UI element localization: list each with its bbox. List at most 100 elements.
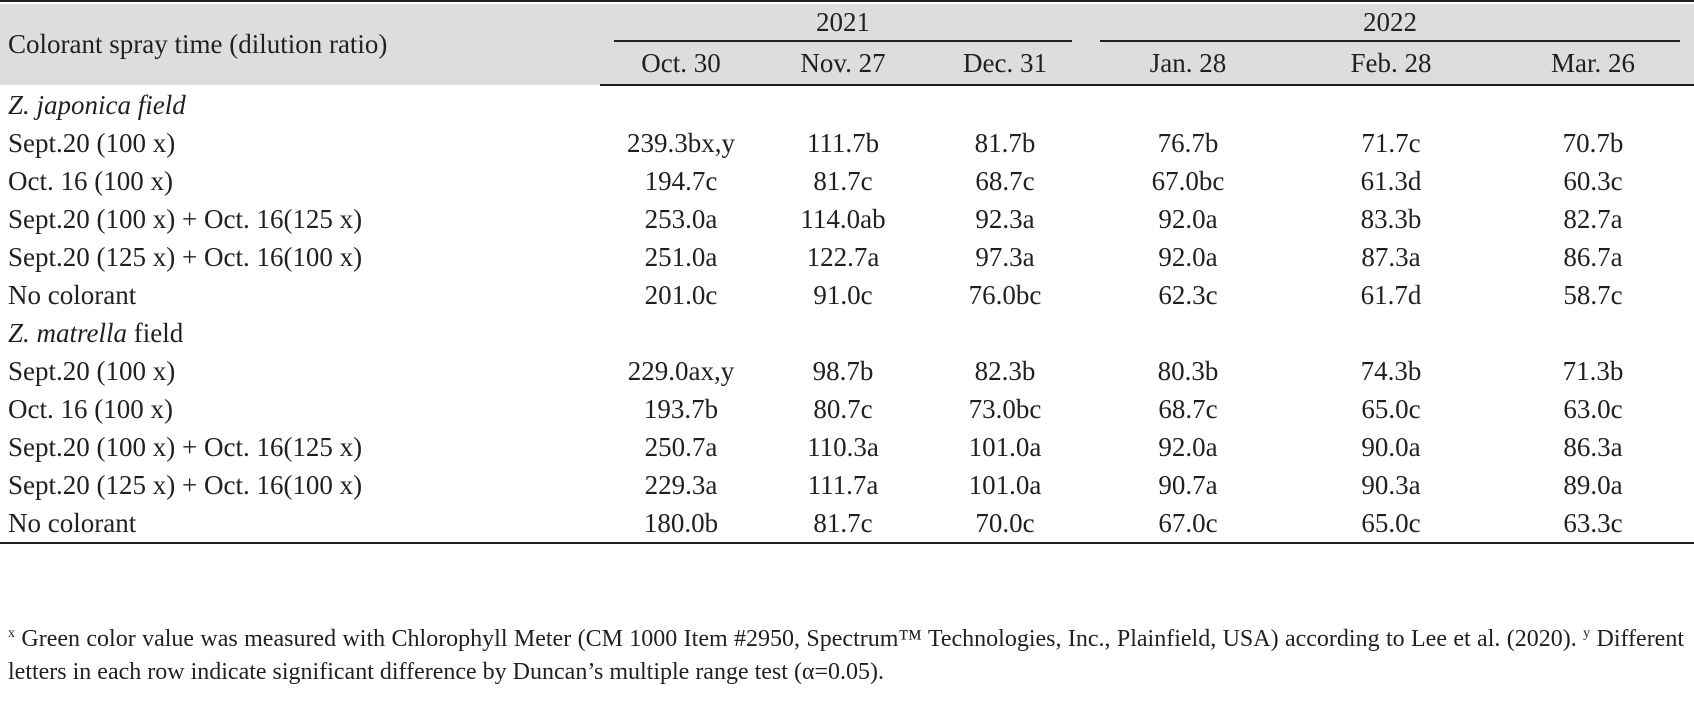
table-cell: 80.7c xyxy=(813,393,873,424)
table-cell: 58.7c xyxy=(1563,279,1623,310)
table-cell: 92.3a xyxy=(975,203,1035,234)
row-label: Sept.20 (100 x) + Oct. 16(125 x) xyxy=(8,431,363,462)
row-label: Oct. 16 (100 x) xyxy=(8,165,173,196)
table-cell: 92.0a xyxy=(1158,241,1218,272)
table-row: Sept.20 (100 x) 239.3bx,y 111.7b 81.7b 76.7b… xyxy=(0,124,1694,162)
table-top-rule xyxy=(0,0,1694,2)
table-cell: 97.3a xyxy=(975,241,1035,272)
header-row-years: Colorant spray time (dilution ratio) 202… xyxy=(0,4,1694,85)
table-cell: 63.3c xyxy=(1492,504,1694,544)
table-cell: 92.0a xyxy=(1158,203,1218,234)
table-row: Sept.20 (100 x) + Oct. 16(125 x) 250.7a 11… xyxy=(0,428,1694,466)
table-cell: 98.7b xyxy=(812,355,874,386)
table-cell: 81.7b xyxy=(974,127,1036,158)
table-cell: 90.3a xyxy=(1361,469,1421,500)
table-footnote: x Green color value was measured with Ch… xyxy=(8,617,1684,689)
table-row: Sept.20 (100 x) 229.0ax,y 98.7b 82.3b 80.3b 7… xyxy=(0,352,1694,390)
table-cell: 62.3c xyxy=(1158,279,1218,310)
section-row: Z. japonica field xyxy=(0,85,1694,124)
table-cell: 201.0c xyxy=(644,279,718,310)
row-label: Sept.20 (100 x) + Oct. 16(125 x) xyxy=(8,203,363,234)
footnote-y-mark: y xyxy=(1583,626,1591,641)
table-cell: 76.0bc xyxy=(968,279,1042,310)
table-cell: 111.7a xyxy=(807,469,879,500)
section-title: Z. matrella field xyxy=(0,314,1694,352)
row-label: Sept.20 (125 x) + Oct. 16(100 x) xyxy=(8,241,363,272)
table-row: No colorant 201.0c 91.0c 76.0bc 62.3c 61.7d 58… xyxy=(0,276,1694,314)
table-cell: 81.7c xyxy=(762,504,924,544)
table-cell: 61.7d xyxy=(1360,279,1422,310)
table-cell: 90.0a xyxy=(1361,431,1421,462)
table-cell: 90.7a xyxy=(1158,469,1218,500)
table-cell: 76.7b xyxy=(1157,127,1219,158)
year-header-2022: 2022 xyxy=(1086,4,1694,42)
green-color-table: Colorant spray time (dilution ratio) 202… xyxy=(0,4,1694,544)
table-cell: 92.0a xyxy=(1158,431,1218,462)
table-cell: 253.0a xyxy=(644,203,718,234)
table-cell: 101.0a xyxy=(968,431,1042,462)
table-row: Oct. 16 (100 x) 194.7c 81.7c 68.7c 67.0bc 61.… xyxy=(0,162,1694,200)
table-cell: 68.7c xyxy=(975,165,1035,196)
table-cell: 74.3b xyxy=(1360,355,1422,386)
row-label: Sept.20 (125 x) + Oct. 16(100 x) xyxy=(8,469,363,500)
table-row: Sept.20 (100 x) + Oct. 16(125 x) 253.0a 11… xyxy=(0,200,1694,238)
table-cell: 60.3c xyxy=(1563,165,1623,196)
table-cell: 101.0a xyxy=(968,469,1042,500)
table-row: No colorant 180.0b 81.7c 70.0c 67.0c 65.0c 63.… xyxy=(0,504,1694,544)
table-row: Sept.20 (125 x) + Oct. 16(100 x) 251.0a 12… xyxy=(0,238,1694,276)
table-cell: 180.0b xyxy=(600,504,762,544)
table-cell: 122.7a xyxy=(806,241,880,272)
footnote-x-text: Green color value was measured with Chlo… xyxy=(15,626,1584,652)
table-cell: 63.0c xyxy=(1563,393,1623,424)
footnote-x-mark: x xyxy=(8,626,15,641)
table-cell: 194.7c xyxy=(644,165,718,196)
table-cell: 87.3a xyxy=(1361,241,1421,272)
section-title-suffix: field xyxy=(127,317,184,348)
header-row-dates: Oct. 30 Nov. 27 Dec. 31 Jan. 28 Feb. 28 … xyxy=(0,42,1694,86)
table-cell: 239.3bx,y xyxy=(627,127,735,158)
table-cell: 82.7a xyxy=(1563,203,1623,234)
table-row: Oct. 16 (100 x) 193.7b 80.7c 73.0bc 68.7c 65.… xyxy=(0,390,1694,428)
table-cell: 67.0bc xyxy=(1151,165,1225,196)
column-header: Oct. 30 xyxy=(600,42,762,86)
table-cell: 80.3b xyxy=(1157,355,1219,386)
row-label: Sept.20 (100 x) xyxy=(8,127,176,158)
table-cell: 70.0c xyxy=(924,504,1087,544)
table-row: Sept.20 (125 x) + Oct. 16(100 x) 229.3a 11… xyxy=(0,466,1694,504)
table-cell: 82.3b xyxy=(974,355,1036,386)
table-cell: 229.0ax,y xyxy=(627,355,735,386)
table-cell: 67.0c xyxy=(1086,504,1291,544)
table-cell: 65.0c xyxy=(1361,393,1421,424)
section-title-species: Z. matrella xyxy=(8,317,128,348)
table-cell: 83.3b xyxy=(1360,203,1422,234)
row-label: No colorant xyxy=(0,504,600,544)
table-cell: 71.7c xyxy=(1361,127,1421,158)
table-cell: 111.7b xyxy=(806,127,880,158)
column-header: Dec. 31 xyxy=(924,42,1087,86)
row-label: Oct. 16 (100 x) xyxy=(8,393,173,424)
table-cell: 70.7b xyxy=(1562,127,1624,158)
row-label: No colorant xyxy=(8,279,137,310)
table-cell: 193.7b xyxy=(643,393,719,424)
column-header: Jan. 28 xyxy=(1086,42,1291,86)
row-header-cell: Colorant spray time (dilution ratio) xyxy=(0,4,600,85)
table-cell: 86.3a xyxy=(1563,431,1623,462)
table-cell: 61.3d xyxy=(1360,165,1422,196)
table-cell: 114.0ab xyxy=(800,203,886,234)
table-cell: 110.3a xyxy=(807,431,879,462)
year-header-2021: 2021 xyxy=(600,4,1087,42)
section-row: Z. matrella field xyxy=(0,314,1694,352)
table-cell: 89.0a xyxy=(1563,469,1623,500)
column-header: Nov. 27 xyxy=(762,42,924,86)
table-cell: 251.0a xyxy=(644,241,718,272)
section-title-species: Z. japonica field xyxy=(8,89,186,120)
column-header: Feb. 28 xyxy=(1290,42,1493,86)
row-label: Sept.20 (100 x) xyxy=(8,355,176,386)
column-header: Mar. 26 xyxy=(1492,42,1694,86)
section-title: Z. japonica field xyxy=(0,85,1694,124)
table-cell: 71.3b xyxy=(1562,355,1624,386)
table-cell: 86.7a xyxy=(1563,241,1623,272)
table-cell: 65.0c xyxy=(1290,504,1493,544)
footnote-y-text: Different letters in each row indicate s… xyxy=(8,626,1685,685)
